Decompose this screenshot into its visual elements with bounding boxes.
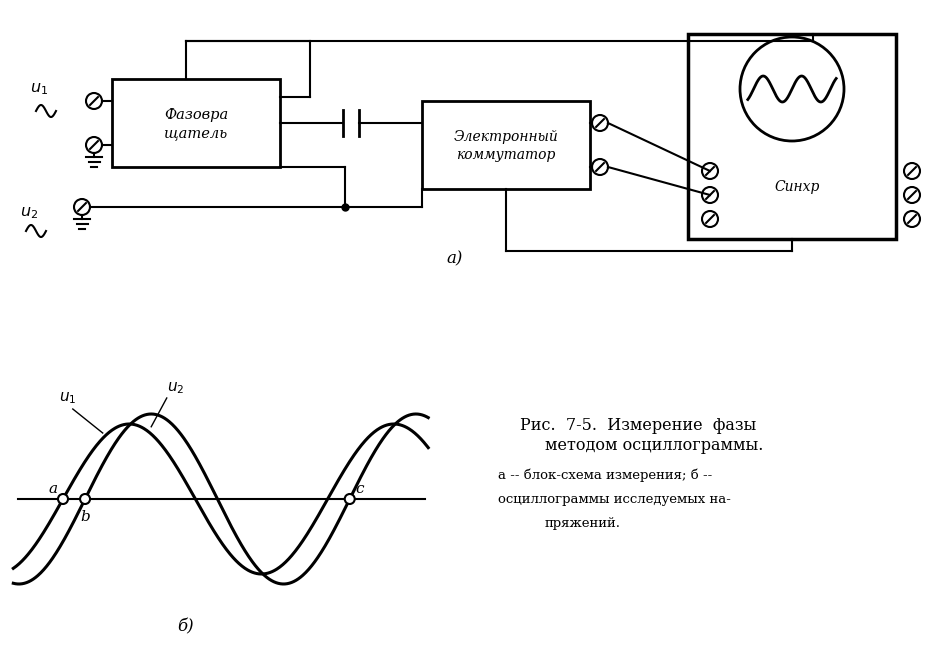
Text: а): а) [446,250,463,267]
Bar [422,101,590,189]
Text: $u_1$: $u_1$ [30,80,49,97]
Text: Электронный: Электронный [454,130,559,144]
Text: коммутатор: коммутатор [457,148,556,162]
Bar [112,79,280,167]
Text: Рис.  7-5.  Измерение  фазы: Рис. 7-5. Измерение фазы [520,417,757,434]
Text: б): б) [177,618,193,635]
Text: $u_2$: $u_2$ [20,204,38,221]
Text: a: a [49,482,58,496]
Text: пряжений.: пряжений. [545,517,621,530]
Text: Синхр: Синхр [774,180,820,194]
Text: методом осциллограммы.: методом осциллограммы. [545,437,763,454]
Circle shape [80,494,90,504]
Text: $u_2$: $u_2$ [167,380,184,396]
Text: $u_1$: $u_1$ [59,390,77,406]
Text: щатель: щатель [164,126,228,140]
Text: а -- блок-схема измерения; б --: а -- блок-схема измерения; б -- [498,469,713,482]
Text: Фазовра: Фазовра [163,108,228,122]
Circle shape [58,494,68,504]
Text: c: c [356,482,364,496]
Bar [688,34,896,239]
Circle shape [345,494,355,504]
Text: b: b [80,510,90,524]
Text: осциллограммы исследуемых на-: осциллограммы исследуемых на- [498,493,731,506]
